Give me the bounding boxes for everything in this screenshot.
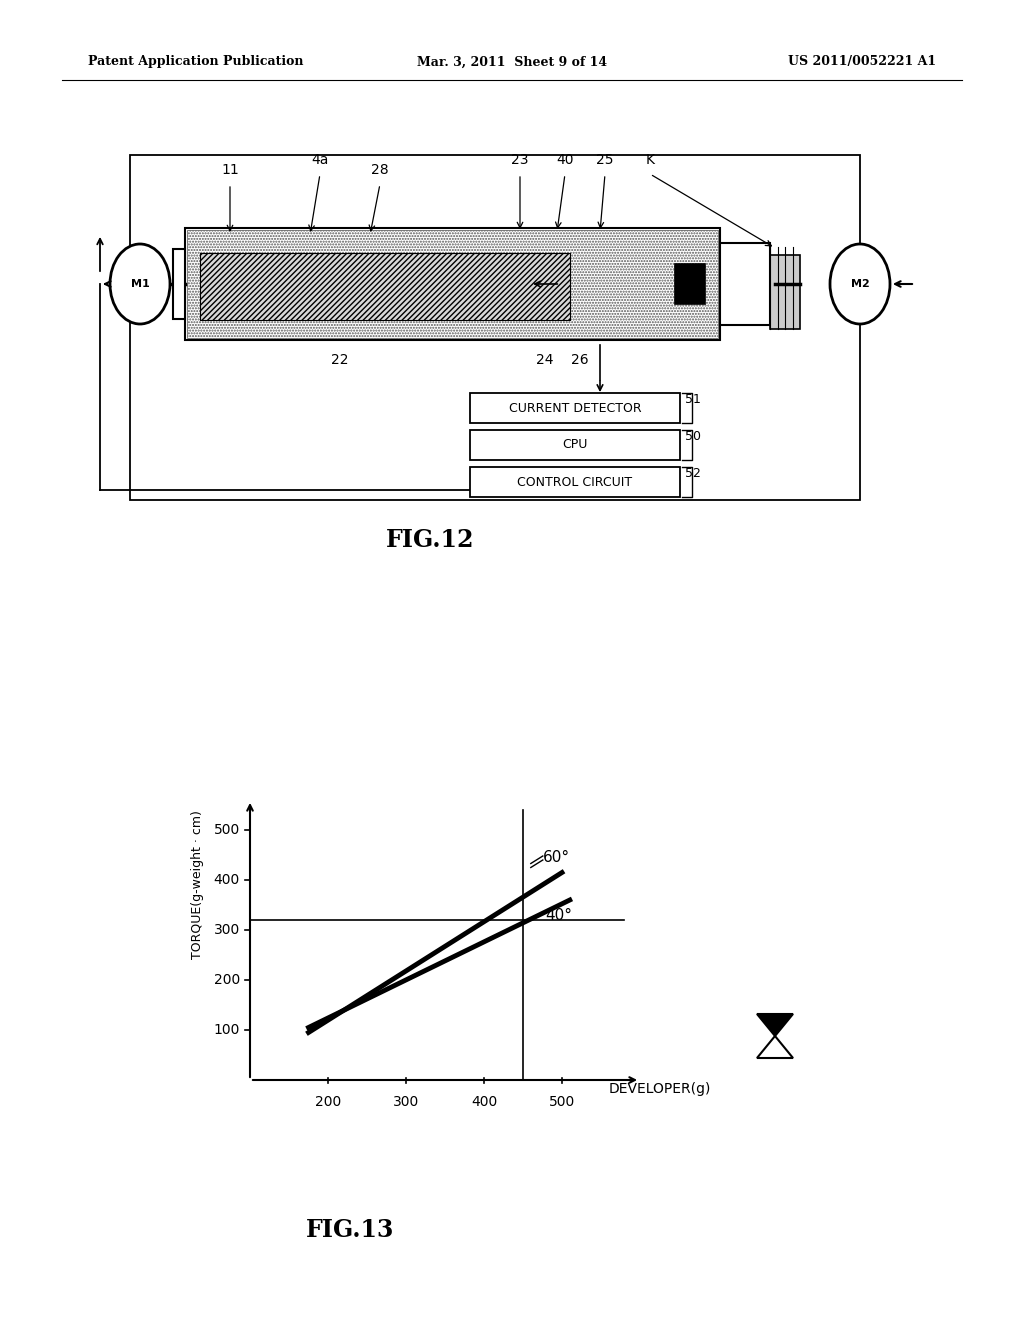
Text: 52: 52 xyxy=(685,467,700,480)
Text: 25: 25 xyxy=(596,153,613,168)
Polygon shape xyxy=(757,1014,793,1036)
Polygon shape xyxy=(757,1036,793,1059)
Text: M1: M1 xyxy=(131,279,150,289)
Text: 100: 100 xyxy=(214,1023,240,1038)
Bar xyxy=(470,430,680,459)
Text: 300: 300 xyxy=(214,923,240,937)
Text: Mar. 3, 2011  Sheet 9 of 14: Mar. 3, 2011 Sheet 9 of 14 xyxy=(417,55,607,69)
Text: M2: M2 xyxy=(851,279,869,289)
Bar xyxy=(200,252,570,319)
Bar xyxy=(185,228,720,341)
Text: US 2011/0052221 A1: US 2011/0052221 A1 xyxy=(787,55,936,69)
Bar xyxy=(675,264,705,304)
Text: 500: 500 xyxy=(214,822,240,837)
Bar xyxy=(470,467,680,498)
Text: 200: 200 xyxy=(214,973,240,987)
Text: 40: 40 xyxy=(556,153,573,168)
Text: 11: 11 xyxy=(221,162,239,177)
Text: 400: 400 xyxy=(471,1096,497,1109)
Bar xyxy=(720,243,770,325)
Text: 400: 400 xyxy=(214,873,240,887)
Text: 22: 22 xyxy=(331,352,349,367)
Text: CURRENT DETECTOR: CURRENT DETECTOR xyxy=(509,401,641,414)
Text: Patent Application Publication: Patent Application Publication xyxy=(88,55,303,69)
Text: 500: 500 xyxy=(549,1096,575,1109)
Ellipse shape xyxy=(830,244,890,323)
Text: FIG.12: FIG.12 xyxy=(386,528,474,552)
Text: 300: 300 xyxy=(393,1096,419,1109)
Text: 51: 51 xyxy=(685,393,700,407)
Bar xyxy=(187,230,718,338)
Bar xyxy=(470,393,680,422)
Bar xyxy=(173,249,185,319)
Text: 200: 200 xyxy=(314,1096,341,1109)
Text: 26: 26 xyxy=(571,352,589,367)
Ellipse shape xyxy=(110,244,170,323)
Bar xyxy=(130,154,860,500)
Text: 4a: 4a xyxy=(311,153,329,168)
Text: CPU: CPU xyxy=(562,438,588,451)
Text: 50: 50 xyxy=(685,430,701,444)
Text: TORQUE(g-weight · cm): TORQUE(g-weight · cm) xyxy=(191,810,205,958)
Text: 60°: 60° xyxy=(543,850,569,865)
Text: 28: 28 xyxy=(371,162,389,177)
Text: 24: 24 xyxy=(537,352,554,367)
Text: 40°: 40° xyxy=(545,908,571,923)
Bar xyxy=(770,255,800,329)
Text: 23: 23 xyxy=(511,153,528,168)
Text: CONTROL CIRCUIT: CONTROL CIRCUIT xyxy=(517,475,633,488)
Bar xyxy=(200,252,570,319)
Text: K: K xyxy=(645,153,654,168)
Text: DEVELOPER(g): DEVELOPER(g) xyxy=(609,1082,712,1096)
Text: FIG.13: FIG.13 xyxy=(306,1218,394,1242)
